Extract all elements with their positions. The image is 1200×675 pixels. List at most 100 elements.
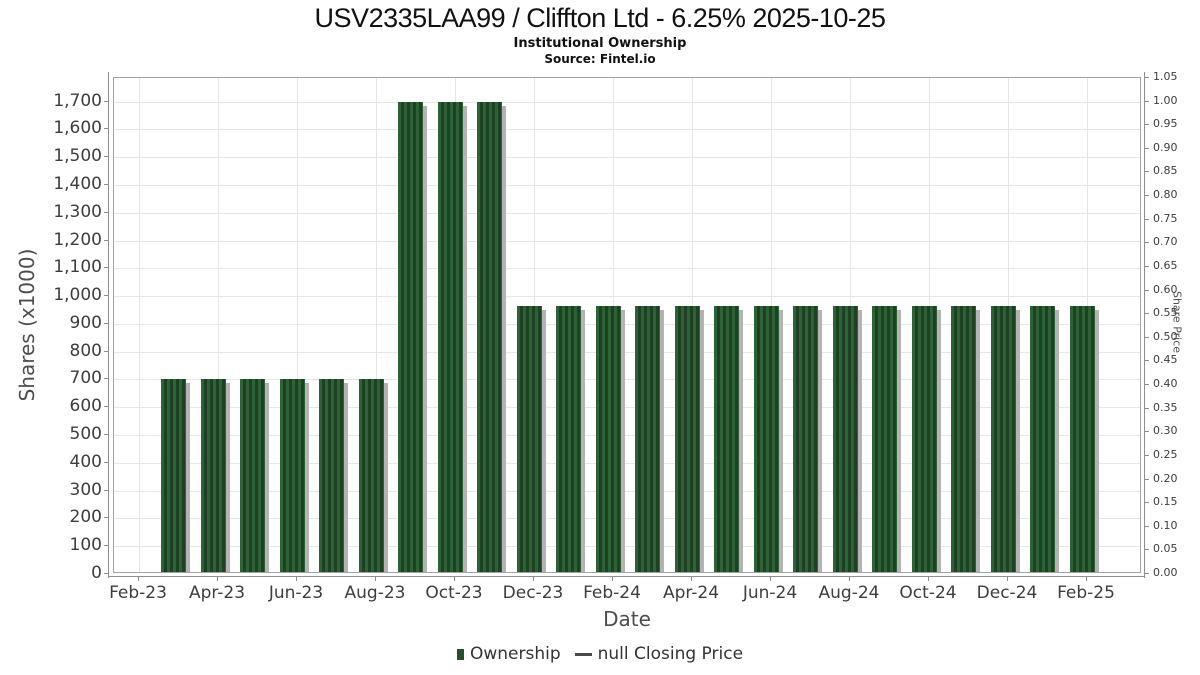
gridline-horizontal	[114, 129, 1140, 131]
right-axis-tick-label: 0.90	[1153, 140, 1178, 154]
right-axis-tick	[1144, 407, 1149, 409]
gridline-horizontal	[114, 268, 1140, 270]
ownership-bar	[793, 305, 818, 572]
x-axis-tick	[928, 576, 929, 581]
closing-price-line-icon	[574, 652, 592, 656]
legend-label-closing-price: null Closing Price	[597, 644, 744, 664]
right-axis-line	[1144, 72, 1145, 578]
chart-source: Source: Fintel.io	[544, 52, 656, 66]
y-axis-tick	[104, 461, 109, 463]
right-axis-tick-label: 0.75	[1153, 211, 1178, 225]
right-axis-tick-label: 0.45	[1153, 353, 1178, 367]
right-axis-tick-label: 0.70	[1153, 235, 1178, 249]
right-axis-tick-label: 0.00	[1153, 566, 1178, 579]
right-axis-tick	[1144, 313, 1149, 315]
legend-item-ownership[interactable]: Ownership	[456, 644, 561, 664]
right-axis-tick	[1144, 502, 1149, 504]
x-axis-tick-label: Apr-23	[188, 583, 246, 603]
right-axis-tick-label: 0.05	[1153, 542, 1178, 556]
legend-item-closing-price[interactable]: null Closing Price	[574, 644, 744, 664]
right-axis-tick-label: 1.00	[1153, 93, 1178, 107]
x-axis-tick	[533, 576, 534, 581]
y-axis-tick	[104, 128, 109, 130]
right-axis-tick-label: 0.20	[1153, 471, 1178, 485]
y-axis-tick-label: 400	[69, 451, 102, 472]
x-axis-tick	[691, 576, 692, 581]
right-axis-tick	[1144, 171, 1149, 173]
ownership-bar	[753, 305, 779, 572]
x-axis-tick-label: Jun-24	[742, 583, 798, 603]
x-axis-tick-label: Oct-23	[425, 583, 483, 603]
legend-label-ownership: Ownership	[469, 644, 561, 664]
y-axis-tick	[104, 239, 109, 241]
x-axis-tick-label: Aug-24	[818, 583, 880, 603]
ownership-bar	[279, 379, 305, 572]
y-axis-title-right: Share Price	[1170, 290, 1184, 354]
chart-subtitle: Institutional Ownership	[513, 36, 687, 51]
right-axis-tick	[1144, 431, 1149, 433]
ownership-bar	[674, 305, 700, 572]
ownership-bar	[358, 379, 384, 572]
right-axis-tick	[1144, 360, 1149, 362]
gridline-vertical	[139, 78, 140, 572]
gridline-horizontal	[114, 518, 1140, 520]
gridline-horizontal	[114, 212, 1140, 214]
y-axis-tick	[104, 211, 109, 213]
y-axis-tick	[104, 322, 109, 324]
y-axis-tick	[104, 295, 109, 297]
y-axis-tick	[104, 100, 109, 102]
chart-title: USV2335LAA99 / Cliffton Ltd - 6.25% 2025…	[314, 3, 886, 33]
x-axis-tick	[770, 576, 771, 581]
ownership-bar	[556, 305, 581, 572]
right-axis-tick	[1144, 265, 1149, 267]
right-axis-tick-label: 0.15	[1153, 495, 1178, 509]
right-axis-tick	[1144, 525, 1149, 527]
y-axis-tick	[104, 183, 109, 185]
x-axis-tick-label: Oct-24	[899, 583, 957, 603]
y-axis-tick-label: 1,500	[53, 146, 102, 167]
right-axis-tick-label: 0.95	[1153, 117, 1178, 131]
y-axis-tick	[104, 406, 109, 408]
ownership-square-icon	[456, 648, 464, 660]
gridline-horizontal	[114, 240, 1140, 242]
y-axis-tick-label: 0	[91, 563, 102, 583]
ownership-bar	[200, 379, 226, 572]
y-axis-tick	[104, 434, 109, 436]
ownership-bar	[437, 101, 463, 572]
x-axis-tick	[612, 576, 613, 581]
y-axis-tick	[104, 156, 109, 158]
x-axis-tick-label: Apr-24	[662, 583, 720, 603]
x-axis-tick	[849, 576, 850, 581]
x-axis-tick-label: Feb-25	[1057, 583, 1115, 603]
gridline-horizontal	[114, 546, 1140, 548]
right-axis-tick	[1144, 384, 1149, 386]
x-axis-tick	[454, 576, 455, 581]
gridline-vertical	[297, 78, 298, 572]
y-axis-tick	[104, 378, 109, 380]
gridline-horizontal	[114, 379, 1140, 381]
x-axis-line	[108, 576, 1145, 577]
y-axis-title-left: Shares (x1000)	[15, 248, 39, 402]
x-axis-tick	[375, 576, 376, 581]
y-axis-tick-label: 1,400	[53, 173, 102, 194]
gridline-horizontal	[114, 184, 1140, 186]
x-axis-tick	[1086, 576, 1087, 581]
y-axis-tick	[104, 267, 109, 269]
x-axis-tick-label: Feb-23	[109, 583, 167, 603]
right-axis-tick	[1144, 478, 1149, 480]
x-axis-tick-label: Dec-23	[502, 583, 564, 603]
right-axis-tick	[1144, 289, 1149, 291]
right-axis-tick	[1144, 124, 1149, 126]
gridline-horizontal	[114, 351, 1140, 353]
right-axis-tick-label: 0.35	[1153, 400, 1178, 414]
ownership-bar	[1069, 305, 1095, 572]
x-axis-title: Date	[603, 607, 651, 631]
gridline-vertical	[218, 78, 219, 572]
gridline-horizontal	[114, 101, 1140, 103]
y-axis-tick	[104, 573, 109, 574]
y-axis-line	[108, 72, 109, 578]
x-axis-tick	[138, 576, 139, 581]
y-axis-tick-label: 1,700	[53, 90, 102, 111]
right-axis-tick	[1144, 336, 1149, 338]
y-axis-tick-label: 1,200	[53, 229, 102, 250]
